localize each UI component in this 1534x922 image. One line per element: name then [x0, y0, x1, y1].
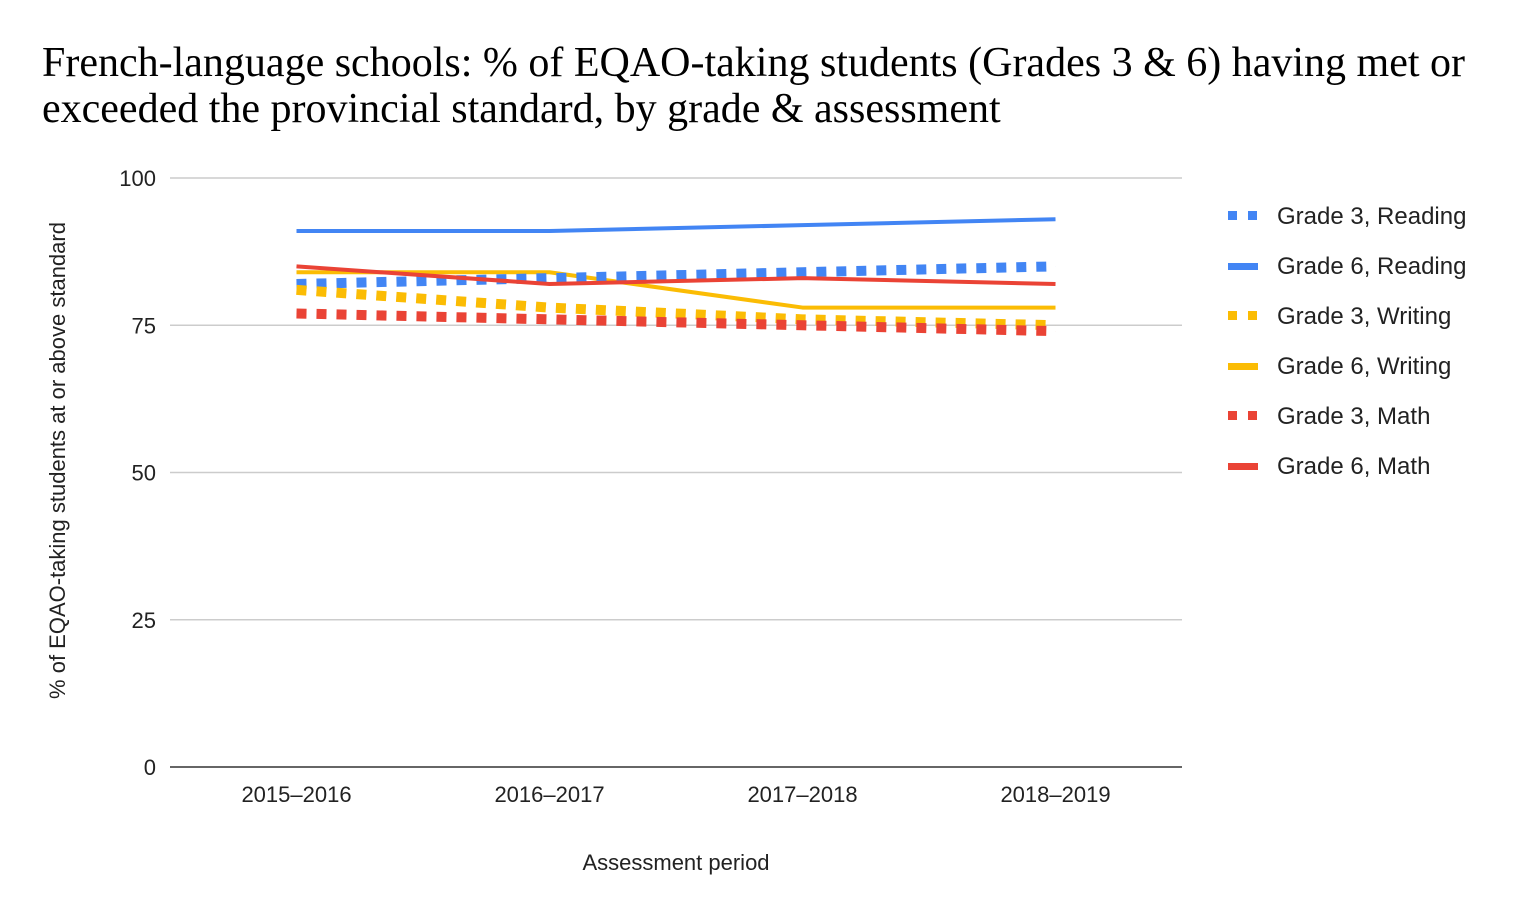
legend-label: Grade 3, Reading	[1277, 203, 1466, 230]
x-tick-label: 2016–2017	[494, 782, 604, 807]
legend-item[interactable]: Grade 6, Writing	[1228, 353, 1451, 380]
y-tick-label: 25	[132, 608, 156, 633]
legend-swatch-dotted	[1228, 211, 1237, 220]
legend-label: Grade 3, Writing	[1277, 303, 1451, 330]
series-lines	[296, 217, 1056, 337]
legend-swatch-dotted	[1228, 411, 1237, 420]
legend-item[interactable]: Grade 3, Math	[1228, 403, 1430, 430]
x-tick-label: 2015–2016	[241, 782, 351, 807]
series-line-grade-6-reading	[296, 217, 1056, 234]
legend-swatch-dotted	[1248, 211, 1257, 220]
series-line-grade-3-math	[296, 308, 1056, 337]
x-axis-title: Assessment period	[582, 850, 769, 875]
y-tick-label: 75	[132, 313, 156, 338]
legend-swatch-dotted	[1228, 311, 1237, 320]
legend-label: Grade 6, Math	[1277, 453, 1430, 480]
legend-label: Grade 6, Reading	[1277, 253, 1466, 280]
legend-label: Grade 6, Writing	[1277, 353, 1451, 380]
series-line-grade-6-math	[296, 264, 1056, 287]
y-tick-label: 100	[119, 166, 156, 191]
legend-swatch-dotted	[1248, 311, 1257, 320]
legend: Grade 3, Reading Grade 6, Reading Grade 3,…	[1228, 203, 1466, 480]
series-line-grade-3-writing	[296, 284, 1056, 331]
y-axis-ticks: 0 25 50 75 100	[119, 166, 156, 780]
legend-swatch-dotted	[1248, 411, 1257, 420]
legend-item[interactable]: Grade 6, Reading	[1228, 253, 1466, 280]
legend-swatch-solid	[1228, 463, 1258, 470]
legend-item[interactable]: Grade 6, Math	[1228, 453, 1430, 480]
y-axis-title: % of EQAO-taking students at or above st…	[45, 222, 70, 699]
y-tick-label: 50	[132, 461, 156, 486]
legend-swatch-solid	[1228, 363, 1258, 370]
gridlines	[170, 177, 1182, 621]
legend-item[interactable]: Grade 3, Writing	[1228, 303, 1451, 330]
x-tick-label: 2017–2018	[747, 782, 857, 807]
series-line-grade-6-writing	[296, 270, 1056, 310]
x-tick-label: 2018–2019	[1000, 782, 1110, 807]
legend-label: Grade 3, Math	[1277, 403, 1430, 430]
legend-swatch-solid	[1228, 263, 1258, 270]
chart-title: French-language schools: % of EQAO-takin…	[42, 40, 1465, 132]
series-line-grade-3-reading	[296, 261, 1056, 290]
y-tick-label: 0	[144, 755, 156, 780]
legend-item[interactable]: Grade 3, Reading	[1228, 203, 1466, 230]
x-axis-ticks: 2015–2016 2016–2017 2017–2018 2018–2019	[241, 782, 1110, 807]
